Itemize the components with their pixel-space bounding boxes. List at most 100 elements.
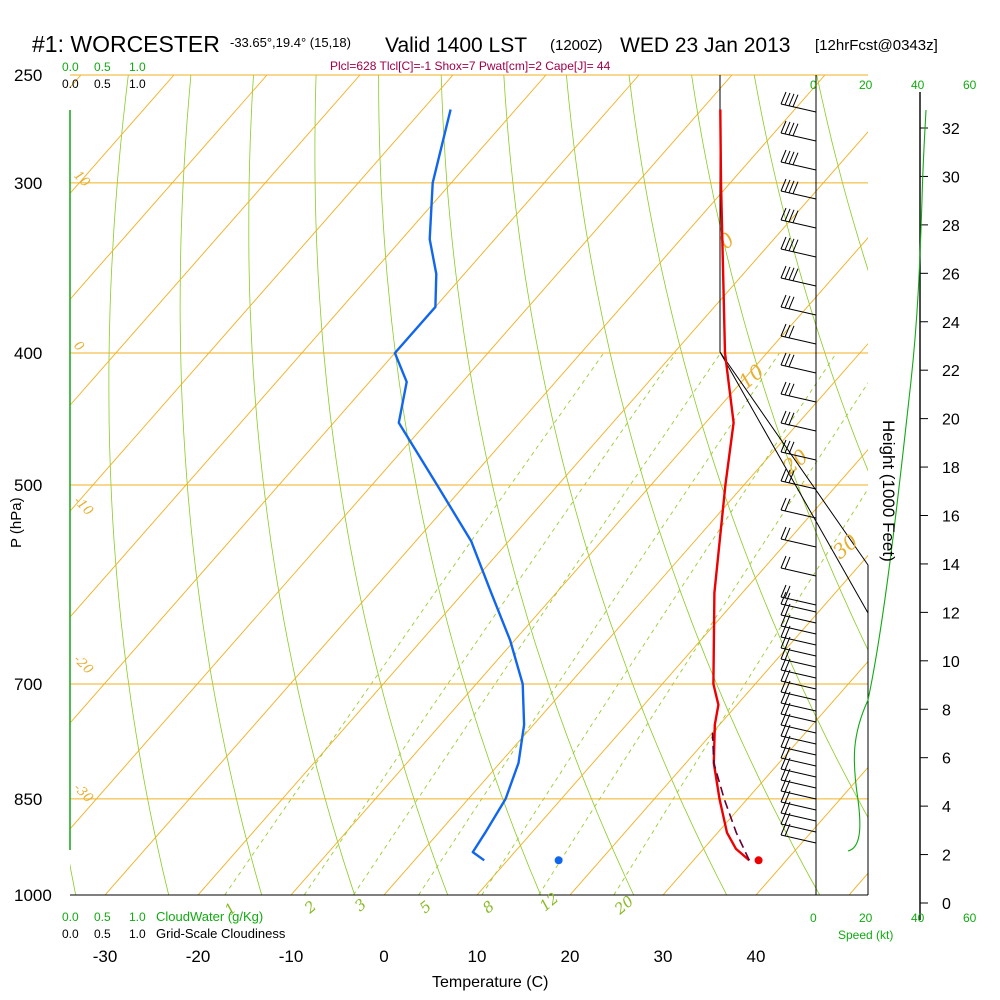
- wind-barb-feather: [780, 178, 787, 192]
- wind-barb: [780, 555, 817, 577]
- wind-barb-feather: [784, 592, 791, 606]
- wind-barb-staff: [780, 691, 817, 701]
- stability-indices: Plcl=628 Tlcl[C]=-1 Shox=7 Pwat[cm]=2 Ca…: [330, 59, 611, 73]
- wind-barb-staff: [780, 724, 817, 734]
- wind-barb-feather: [792, 268, 799, 281]
- dry-adiabat: [378, 75, 542, 895]
- utc-time: (1200Z): [550, 37, 603, 54]
- dry-adiabat: [691, 75, 868, 651]
- mixing-ratio-line: [224, 352, 605, 895]
- wind-barb-feather: [784, 625, 791, 639]
- wind-barb-staff: [780, 658, 817, 668]
- wind-barb: [780, 701, 817, 723]
- wind-barb-feather: [784, 658, 791, 672]
- wind-barb-feather: [784, 680, 791, 694]
- wind-barb-feather: [780, 690, 787, 704]
- wind-barb-feather: [784, 179, 791, 193]
- wind-barb-feather: [784, 636, 791, 650]
- wind-barb-feather: [780, 745, 787, 759]
- pressure-tick-label: 250: [14, 66, 42, 85]
- wind-barb-feather: [784, 768, 791, 782]
- wind-barb: [780, 439, 817, 461]
- wind-barb-feather: [780, 811, 787, 825]
- y-axis-label: P (hPa): [8, 497, 25, 548]
- wind-barb-feather: [784, 150, 791, 164]
- mixing-ratio-label: 20: [610, 892, 637, 919]
- wind-barb-feather: [780, 657, 787, 671]
- wind-barb-feather: [784, 469, 791, 483]
- wind-barb: [780, 526, 817, 548]
- wind-barb-feather: [780, 468, 787, 482]
- wind-barb-feather: [792, 210, 799, 223]
- wind-barb-feather: [784, 585, 791, 599]
- wind-barb: [780, 789, 817, 811]
- dry-adiabat: [440, 75, 635, 895]
- cloudwater-scale-top-1: 0.5: [94, 60, 111, 74]
- wind-barb: [780, 690, 817, 712]
- wind-barb-feather: [784, 757, 791, 771]
- wind-barb-feather: [788, 441, 795, 454]
- sounding-series: [393, 109, 763, 865]
- isotherm-label: 0: [70, 338, 86, 354]
- wind-barb-staff: [780, 702, 817, 712]
- height-tick-label: 30: [942, 169, 960, 186]
- dry-adiabat: [628, 75, 868, 819]
- wind-barb: [780, 778, 817, 800]
- temperature-tick-label: 40: [747, 947, 766, 966]
- wind-barb-feather: [784, 746, 791, 760]
- temperature-tick-label: 30: [654, 947, 673, 966]
- wind-barb-feather: [780, 646, 787, 660]
- wind-barb-staff: [780, 757, 817, 767]
- wind-barb-staff: [780, 614, 817, 624]
- dry-adiabat: [248, 75, 356, 895]
- wind-panel-boundary: [719, 351, 869, 895]
- mixing-ratio-line: [303, 352, 677, 895]
- wind-barb-staff: [780, 779, 817, 789]
- wind-barb-staff: [780, 422, 817, 432]
- temperature-tick-label: -30: [93, 947, 118, 966]
- isotherm-label: -10: [70, 494, 95, 519]
- temperature-tick-label: -10: [279, 947, 304, 966]
- temperature-tick-label: 20: [561, 947, 580, 966]
- wind-barb-feather: [780, 294, 787, 308]
- wind-barb: [780, 236, 817, 258]
- cloudiness-scale-top-1: 0.5: [94, 77, 111, 91]
- wind-barb-feather: [780, 800, 787, 814]
- speed-scale-top-60: 60: [963, 78, 977, 92]
- wind-barb-feather: [788, 209, 795, 222]
- dry-adiabat: [566, 75, 821, 895]
- isotherm-label: -30: [70, 781, 95, 806]
- wind-barb-feather: [780, 789, 787, 803]
- wind-barb-staff: [780, 713, 817, 723]
- wind-barb-staff: [780, 603, 817, 613]
- wind-barb: [780, 811, 817, 833]
- wind-barb-feather: [780, 624, 787, 638]
- wind-barb-feather: [780, 265, 787, 279]
- wind-barb-staff: [780, 680, 817, 690]
- wind-barb-feather: [784, 498, 791, 512]
- height-tick-label: 18: [942, 460, 960, 477]
- wind-barb-feather: [784, 353, 791, 367]
- cloudwater-scale-bottom-2: 1.0: [129, 910, 146, 924]
- wind-barb-staff: [780, 248, 817, 258]
- wind-barb: [780, 381, 817, 403]
- background-grid: 0246810121416182022242628303225030040050…: [14, 66, 960, 966]
- mixing-ratio-label: 2: [300, 897, 320, 918]
- wind-barb-feather: [784, 237, 791, 251]
- wind-barb-feather: [780, 497, 787, 511]
- speed-label: Speed (kt): [838, 928, 893, 942]
- wind-barb: [780, 91, 817, 113]
- wind-barb-feather: [788, 93, 795, 106]
- cloudwater-scale-bottom-1: 0.5: [94, 910, 111, 924]
- wind-barb-staff: [780, 596, 817, 606]
- height-tick-label: 26: [942, 266, 960, 283]
- wind-barb-feather: [780, 323, 787, 337]
- wind-barb-feather: [784, 724, 791, 738]
- wind-barb-feather: [784, 266, 791, 280]
- wind-barb: [780, 591, 817, 613]
- date-label: WED 23 Jan 2013: [620, 34, 790, 57]
- wind-barb-feather: [780, 613, 787, 627]
- wind-barb-feather: [784, 669, 791, 683]
